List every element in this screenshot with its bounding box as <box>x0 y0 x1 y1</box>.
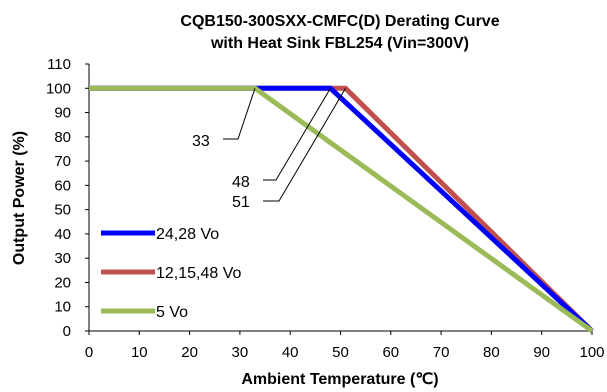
annotation-label: 51 <box>232 194 250 211</box>
y-tick-label: 80 <box>54 129 71 146</box>
chart-title-line-2: with Heat Sink FBL254 (Vin=300V) <box>210 35 469 52</box>
legend-label: 24,28 Vo <box>156 226 219 243</box>
y-tick-label: 100 <box>46 80 71 97</box>
series-line-24-28-vo <box>89 85 594 333</box>
x-tick-label: 20 <box>181 344 198 361</box>
annotation-label: 48 <box>232 174 250 191</box>
x-tick-label: 70 <box>433 344 450 361</box>
x-tick-label: 30 <box>232 344 249 361</box>
series-line-12-15-48-vo <box>89 85 594 333</box>
y-tick-label: 70 <box>54 153 71 170</box>
annotation-leader <box>263 88 346 202</box>
y-tick-label: 60 <box>54 177 71 194</box>
y-tick-label: 30 <box>54 250 71 267</box>
legend-label: 5 Vo <box>156 304 188 321</box>
x-tick-label: 80 <box>483 344 500 361</box>
x-tick-label: 40 <box>282 344 299 361</box>
annotation-leader <box>223 88 256 140</box>
plot-area: 0 10 20 30 40 50 60 70 80 90 100 110 0 10 20 30 40 50 60 70… <box>46 56 605 361</box>
y-tick-label: 90 <box>54 105 71 122</box>
y-tick-label: 10 <box>54 299 71 316</box>
x-tick-label: 50 <box>332 344 349 361</box>
series-line-5-vo <box>89 85 594 334</box>
annotation-label: 33 <box>192 133 210 150</box>
annotation-leader <box>263 88 331 181</box>
y-tick-label: 110 <box>47 56 71 73</box>
y-tick-label: 20 <box>54 274 71 291</box>
y-tick-label: 40 <box>54 226 71 243</box>
y-axis-title: Output Power (%) <box>11 131 28 265</box>
x-tick-label: 10 <box>131 344 148 361</box>
x-tick-label: 60 <box>382 344 399 361</box>
x-tick-label: 90 <box>533 344 550 361</box>
legend-label: 12,15,48 Vo <box>156 265 242 282</box>
y-tick-label: 50 <box>54 202 71 219</box>
x-axis-title: Ambient Temperature (℃) <box>241 371 438 388</box>
x-tick-label: 0 <box>85 344 93 361</box>
y-tick-label: 0 <box>63 323 71 340</box>
x-tick-label: 100 <box>579 344 604 361</box>
chart-title-line-1: CQB150-300SXX-CMFC(D) Derating Curve <box>180 13 499 30</box>
